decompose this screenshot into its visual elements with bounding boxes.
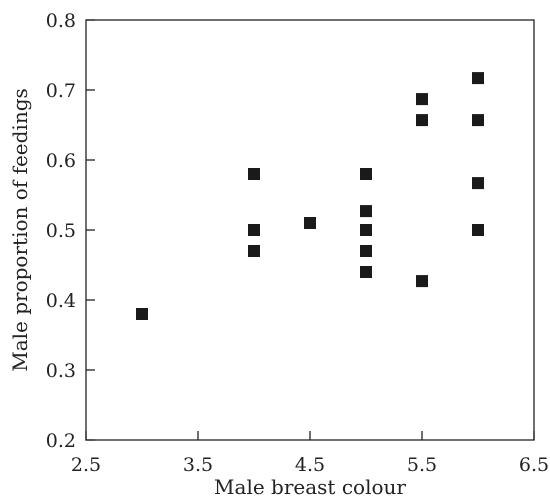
data-point: [416, 93, 428, 106]
data-point: [360, 168, 372, 180]
data-point: [248, 168, 260, 180]
x-axis-ticks: 2.5 3.5 4.5 5.5 6.5: [71, 431, 549, 476]
data-point: [416, 275, 428, 288]
y-tick-label: 0.2: [46, 430, 76, 452]
data-point: [248, 245, 260, 257]
data-point: [472, 177, 484, 190]
data-point: [360, 245, 372, 257]
x-tick-label: 6.5: [519, 454, 549, 476]
data-point: [360, 205, 372, 218]
y-tick-label: 0.7: [46, 80, 76, 102]
data-point: [304, 217, 316, 229]
data-point: [472, 114, 484, 127]
x-axis-title: Male breast colour: [214, 475, 406, 499]
y-tick-label: 0.5: [46, 220, 76, 242]
y-tick-label: 0.6: [46, 150, 76, 172]
y-tick-label: 0.4: [46, 290, 76, 312]
y-tick-label: 0.8: [46, 10, 76, 32]
data-point: [416, 114, 428, 127]
data-points: [136, 72, 484, 320]
y-tick-label: 0.3: [46, 360, 76, 382]
y-axis-title: Male proportion of feedings: [8, 88, 32, 372]
data-point: [360, 224, 372, 236]
data-point: [360, 266, 372, 278]
y-axis-ticks: 0.2 0.3 0.4 0.5 0.6 0.7 0.8: [46, 10, 95, 452]
x-tick-label: 4.5: [295, 454, 325, 476]
x-tick-label: 5.5: [407, 454, 437, 476]
plot-frame: [85, 19, 535, 441]
data-point: [472, 72, 484, 85]
x-tick-label: 3.5: [183, 454, 213, 476]
x-tick-label: 2.5: [71, 454, 101, 476]
data-point: [136, 308, 148, 320]
data-point: [472, 224, 484, 236]
data-point: [248, 224, 260, 236]
